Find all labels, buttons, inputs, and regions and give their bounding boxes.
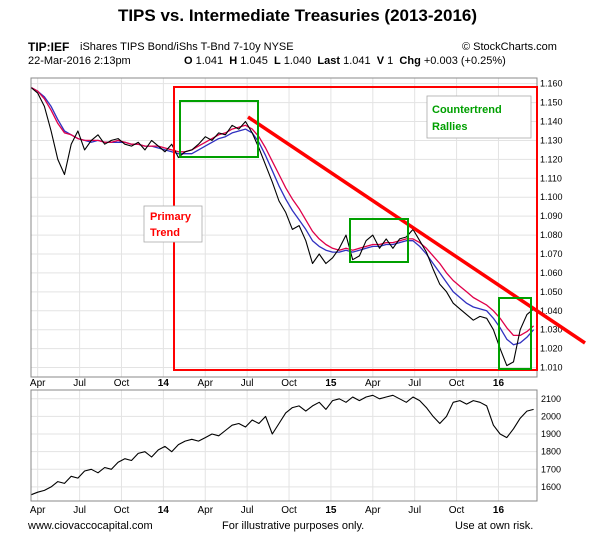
top-y-tick-label: 1.040 xyxy=(540,306,563,316)
bottom-x-tick-label: 16 xyxy=(493,505,505,516)
chart-title: TIPS vs. Intermediate Treasuries (2013-2… xyxy=(117,6,478,25)
x-tick-labels-top: Apr Jul Oct 14 Apr Jul Oct 15 Apr Jul Oct 16 xyxy=(30,378,505,389)
countertrend-label-box xyxy=(426,95,532,139)
countertrend-box-1 xyxy=(179,100,259,158)
top-y-tick-label: 1.120 xyxy=(540,154,563,164)
tip-ief-ma-long-line xyxy=(30,86,535,346)
footer-disclaimer: For illustrative purposes only. xyxy=(222,520,365,532)
bottom-x-tick-label: 15 xyxy=(325,505,337,516)
top-x-tick-label: Jul xyxy=(408,378,421,389)
bottom-panel-grid xyxy=(31,390,537,501)
primary-trend-label-1: Primary xyxy=(150,211,192,223)
top-y-tick-label: 1.160 xyxy=(540,79,563,89)
bottom-y-tick-label: 1600 xyxy=(541,482,561,492)
bottom-x-tick-label: Apr xyxy=(197,505,213,516)
bottom-y-tick-label: 1700 xyxy=(541,464,561,474)
series-layer xyxy=(30,86,535,496)
top-y-tick-label: 1.110 xyxy=(540,173,562,183)
bottom-y-tick-label: 1800 xyxy=(541,447,561,457)
top-y-tick-labels: 1.010 1.020 1.030 1.040 1.050 1.060 1.070 1.080… xyxy=(540,79,563,373)
downtrend-line xyxy=(247,115,586,345)
header-symbol: TIP:IEF xyxy=(28,40,70,54)
bottom-panel-frame xyxy=(30,389,538,502)
primary-trend-label-box xyxy=(143,205,203,243)
top-y-tick-label: 1.080 xyxy=(540,230,563,240)
header-ohlc: O 1.041 H 1.045 L 1.040 Last 1.041 V 1 C… xyxy=(184,55,506,67)
bottom-x-tick-label: Oct xyxy=(449,505,465,516)
bottom-x-tick-label: 14 xyxy=(158,505,170,516)
primary-trend-label-2: Trend xyxy=(150,227,180,239)
bottom-y-tick-label: 2100 xyxy=(541,394,561,404)
countertrend-label-1: Countertrend xyxy=(432,104,502,116)
footer-website: www.ciovaccocapital.com xyxy=(28,520,153,532)
top-y-tick-label: 1.060 xyxy=(540,268,563,278)
top-x-tick-label: Apr xyxy=(197,378,213,389)
bottom-x-tick-label: Oct xyxy=(281,505,297,516)
top-y-tick-label: 1.070 xyxy=(540,249,563,259)
bottom-y-tick-labels: 1600 1700 1800 1900 2000 2100 xyxy=(541,394,561,492)
top-y-tick-label: 1.130 xyxy=(540,135,563,145)
tip-ief-price-line xyxy=(30,87,534,367)
top-x-tick-label: Oct xyxy=(449,378,465,389)
bottom-x-tick-label: Jul xyxy=(408,505,421,516)
top-x-tick-label: 16 xyxy=(493,378,505,389)
top-y-tick-label: 1.020 xyxy=(540,344,563,354)
top-x-tick-label: Oct xyxy=(281,378,297,389)
bottom-x-tick-label: Oct xyxy=(114,505,130,516)
bottom-y-tick-label: 2000 xyxy=(541,411,561,421)
countertrend-box-3 xyxy=(498,297,532,370)
top-x-tick-label: Apr xyxy=(365,378,381,389)
footer-risk: Use at own risk. xyxy=(455,520,534,532)
top-x-tick-label: Jul xyxy=(241,378,254,389)
top-x-tick-label: Jul xyxy=(73,378,86,389)
top-y-tick-label: 1.140 xyxy=(540,117,563,127)
top-y-tick-label: 1.100 xyxy=(540,192,563,202)
header-source: © StockCharts.com xyxy=(462,41,557,53)
countertrend-box-2 xyxy=(349,218,409,263)
bottom-y-tick-label: 1900 xyxy=(541,429,561,439)
top-y-tick-label: 1.050 xyxy=(540,287,563,297)
tip-ief-ma-short-line xyxy=(30,86,535,337)
top-x-tick-label: 14 xyxy=(158,378,170,389)
top-x-tick-label: 15 xyxy=(325,378,337,389)
x-tick-labels-bottom: Apr Jul Oct 14 Apr Jul Oct 15 Apr Jul Oct 16 xyxy=(30,505,505,516)
top-x-tick-label: Apr xyxy=(30,378,46,389)
top-panel-grid xyxy=(31,78,537,377)
header-description: iShares TIPS Bond/iShs T-Bnd 7-10y NYSE xyxy=(80,41,294,53)
bottom-x-tick-label: Jul xyxy=(241,505,254,516)
top-x-tick-label: Oct xyxy=(114,378,130,389)
top-y-tick-label: 1.030 xyxy=(540,325,563,335)
header-date: 22-Mar-2016 2:13pm xyxy=(28,55,131,67)
bottom-x-tick-label: Apr xyxy=(365,505,381,516)
top-y-tick-label: 1.150 xyxy=(540,98,563,108)
top-y-tick-label: 1.090 xyxy=(540,211,563,221)
bottom-x-tick-label: Apr xyxy=(30,505,46,516)
bottom-x-tick-label: Jul xyxy=(73,505,86,516)
countertrend-label-2: Rallies xyxy=(432,121,467,133)
top-y-tick-label: 1.010 xyxy=(540,363,563,373)
sp500-price-line xyxy=(30,394,534,496)
